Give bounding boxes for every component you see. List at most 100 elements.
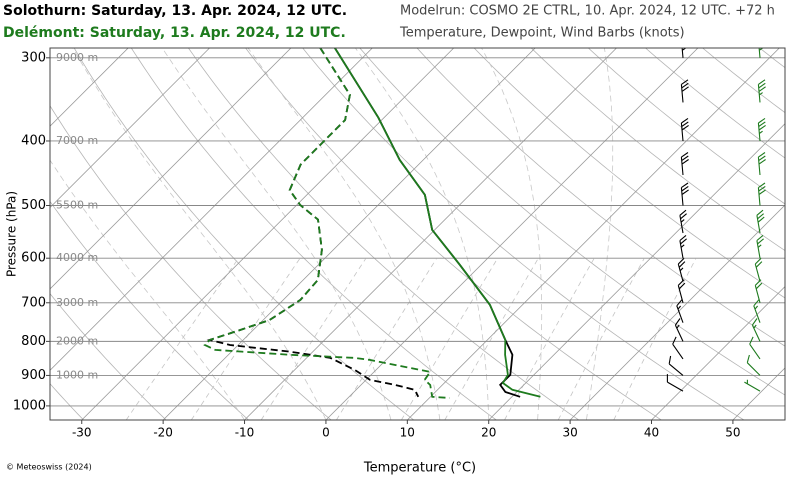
isotherm [651,285,785,420]
altitude-label: 3000 m [56,296,98,309]
y-tick-label: 300 [21,50,46,65]
x-tick-label: 10 [400,426,415,440]
dry-adiabat [50,104,332,420]
isotherm [50,48,210,209]
y-tick-label: 700 [21,295,46,310]
dry-adiabat [359,48,785,396]
altitude-label: 1000 m [56,368,98,381]
altitude-label: 5500 m [56,198,98,211]
dry-adiabat [50,293,167,420]
temperature-profile [334,48,541,398]
wind-barb [753,299,761,323]
y-tick-label: 1000 [13,398,46,413]
isotherm [407,48,780,420]
wind-barb [746,354,761,376]
dry-adiabat [702,48,785,114]
isotherm [162,48,536,420]
dry-adiabat [50,200,249,420]
wind-barb [680,117,689,142]
wind-barb [672,336,684,360]
mixing-ratio-line [125,258,239,420]
dry-adiabat [302,48,745,420]
isotherm [488,123,785,420]
wind-barb [744,379,761,392]
y-tick-label: 500 [21,198,46,213]
isotherm [50,48,129,127]
mixing-ratio-line [504,258,595,420]
y-tick-label: 400 [21,133,46,148]
plot-frame [49,47,786,421]
dry-adiabat [130,48,497,420]
dry-adiabat [245,48,662,420]
y-axis-label: Pressure (hPa) [5,191,19,277]
moist-adiabat [72,48,327,420]
y-tick-label: 900 [21,368,46,383]
y-tick-label: 800 [21,334,46,349]
isotherm [244,48,617,420]
moist-adiabat [50,159,245,420]
altitude-label: 7000 m [56,134,98,147]
wind-barb [676,299,684,323]
wind-barb [757,79,766,103]
x-tick-label: 30 [562,426,577,440]
wind-barb [666,374,684,392]
x-tick-label: 50 [725,426,740,440]
profiles [203,48,766,399]
x-tick-label: -30 [72,426,92,440]
wind-barb [756,209,765,234]
isotherm [325,48,699,420]
moist-adiabat [481,48,543,420]
station-name: Solothurn: Saturday, 13. Apr. 2024, 12 U… [3,3,347,19]
x-tick-label: -20 [153,426,173,440]
wind-barb [757,182,766,206]
moist-adiabat [161,48,392,420]
isotherm [50,48,373,371]
y-tick-label: 600 [21,251,46,266]
wind-barb [680,79,689,103]
isotherm [569,204,785,420]
dry-adiabat [416,48,785,347]
wind-barb [758,48,763,58]
station-name: Delémont: Saturday, 13. Apr. 2024, 12 UT… [3,25,346,41]
mixing-ratio-line [260,258,366,420]
dewpoint-profile [203,48,450,399]
wind-barb [677,257,686,282]
moist-adiabat [247,48,441,420]
x-axis-label: Temperature (°C) [363,461,476,476]
mixing-ratio-line [613,258,697,420]
chart-subtitle: Temperature, Dewpoint, Wind Barbs (knots… [399,26,685,41]
x-tick-label: 0 [322,426,330,440]
chart-title: Modelrun: COSMO 2E CTRL, 10. Apr. 2024, … [400,4,775,19]
altitude-label: 9000 m [56,51,98,64]
wind-barb [674,318,684,342]
dry-adiabat [645,48,785,159]
dry-adiabat [588,48,785,205]
altitude-label: 4000 m [56,251,98,264]
mixing-ratio-line [444,258,539,420]
wind-barb [681,48,686,58]
wind-barb [754,257,763,282]
x-tick-label: -10 [235,426,255,440]
wind-barb [680,182,689,206]
x-tick-label: 20 [481,426,496,440]
isotherm [50,48,292,290]
wind-barb [756,234,764,259]
wind-barb [757,117,766,142]
footer: © Meteoswiss (2024) [6,463,92,472]
moist-adiabat [355,48,490,420]
mixing-ratio-line [557,258,645,420]
dry-adiabat [473,48,785,299]
wind-barb [679,234,687,259]
dry-adiabat [530,48,785,252]
wind-barb [749,336,761,360]
wind-barb [757,152,766,176]
wind-barb [668,355,684,376]
moist-adiabat [586,48,614,420]
x-tick-label: 40 [644,426,659,440]
wind-barb [679,209,687,234]
isotherm [81,48,455,420]
altitude-label: 2000 m [56,334,98,347]
